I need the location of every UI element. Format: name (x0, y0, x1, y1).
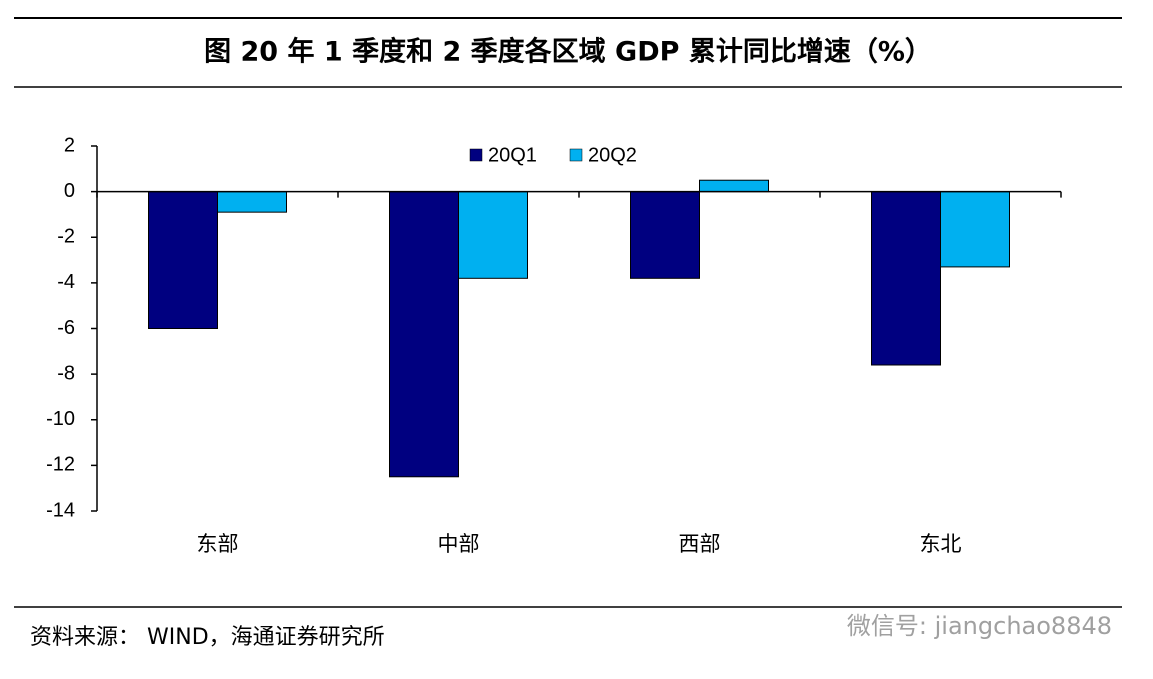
x-tick-label: 西部 (679, 532, 721, 556)
y-tick-label: -14 (46, 499, 75, 521)
legend-swatch (469, 148, 483, 162)
watermark: 微信号: jiangchao8848 (847, 612, 1112, 640)
x-tick-label: 东部 (197, 532, 239, 556)
bar (148, 191, 218, 329)
chart-title: 图 20 年 1 季度和 2 季度各区域 GDP 累计同比增速（%） (204, 36, 932, 68)
x-tick-label: 中部 (438, 532, 480, 556)
y-tick-label: -6 (57, 317, 75, 339)
bar (217, 191, 287, 213)
bar (699, 179, 769, 193)
legend-label: 20Q1 (488, 144, 537, 166)
legend-label: 20Q2 (588, 144, 637, 166)
legend-swatch (569, 148, 583, 162)
bar (871, 191, 941, 366)
bar (630, 191, 700, 279)
y-tick-label: -12 (46, 454, 75, 476)
y-tick-label: 0 (64, 180, 75, 202)
bar (940, 191, 1010, 268)
bar (458, 191, 528, 279)
y-tick-label: -4 (57, 271, 75, 293)
bar (389, 191, 459, 478)
y-tick-label: -2 (57, 226, 75, 248)
y-tick-label: -8 (57, 362, 75, 384)
y-tick-label: -10 (46, 408, 75, 430)
y-tick-label: 2 (64, 134, 75, 156)
x-tick-label: 东北 (920, 532, 962, 556)
source: 资料来源： WIND，海通证券研究所 (30, 625, 385, 650)
